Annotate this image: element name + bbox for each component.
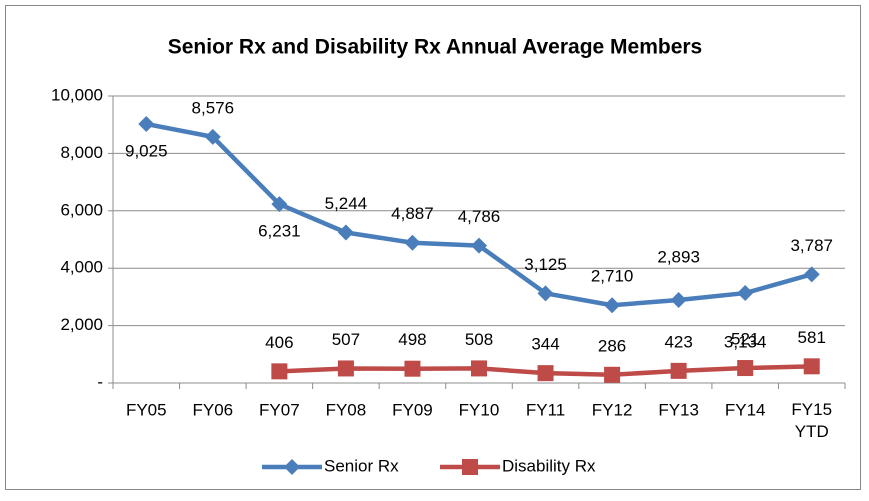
data-label: 498 [398, 330, 426, 349]
marker [803, 358, 820, 375]
x-tick-label: FY14 [725, 400, 766, 419]
marker [670, 291, 687, 308]
y-tick-label: 2,000 [60, 315, 103, 334]
legend-label: Disability Rx [502, 456, 596, 475]
x-tick-label: FY06 [192, 400, 233, 419]
data-label: 508 [465, 330, 493, 349]
y-tick-label: 4,000 [60, 258, 103, 277]
marker [537, 285, 554, 302]
data-label: 4,887 [391, 204, 434, 223]
x-tick-label: FY09 [392, 400, 433, 419]
marker [604, 366, 621, 383]
data-label: 286 [598, 336, 626, 355]
data-label: 423 [664, 332, 692, 351]
x-tick-label: FY12 [592, 400, 633, 419]
data-label: 3,125 [524, 255, 567, 274]
marker [271, 363, 288, 380]
marker [404, 234, 421, 251]
x-tick-label: FY05 [126, 400, 167, 419]
data-label: 6,231 [258, 222, 301, 241]
y-tick-label: 6,000 [60, 200, 103, 219]
marker [670, 362, 687, 379]
data-label: 581 [798, 328, 826, 347]
chart-title: Senior Rx and Disability Rx Annual Avera… [168, 36, 703, 59]
x-tick-label: FY13 [658, 400, 699, 419]
marker [737, 285, 754, 302]
marker [284, 459, 300, 475]
x-tick-label: FY11 [526, 400, 565, 419]
marker [737, 360, 754, 377]
chart-border [5, 5, 861, 490]
marker [337, 360, 354, 377]
x-tick-label: FY15 YTD [791, 400, 832, 441]
data-label: 8,576 [192, 98, 235, 117]
data-label: 344 [531, 335, 559, 354]
x-tick-label: FY08 [326, 400, 367, 419]
x-tick-label: FY07 [259, 400, 300, 419]
marker [138, 115, 155, 132]
y-tick-label: 8,000 [60, 143, 103, 162]
marker [271, 196, 288, 213]
data-label: 521 [731, 330, 759, 349]
data-label: 5,244 [325, 194, 368, 213]
marker [204, 128, 221, 145]
x-tick-label: FY10 [459, 400, 500, 419]
marker [537, 365, 554, 382]
data-label: 507 [332, 330, 360, 349]
data-label: 4,786 [458, 207, 501, 226]
data-label: 2,710 [591, 267, 634, 286]
legend-label: Senior Rx [324, 456, 399, 475]
marker [404, 360, 421, 377]
data-label: 3,787 [790, 236, 833, 255]
data-label: 406 [265, 333, 293, 352]
marker [803, 266, 820, 283]
marker [604, 297, 621, 314]
data-label: 2,893 [657, 247, 700, 266]
marker [471, 237, 487, 254]
marker [471, 360, 487, 377]
data-label: 3,134 [724, 333, 767, 352]
y-tick-label: - [97, 372, 103, 391]
marker [462, 459, 478, 475]
marker [337, 224, 354, 241]
y-tick-label: 10,000 [51, 85, 103, 104]
data-label: 9,025 [125, 141, 168, 160]
